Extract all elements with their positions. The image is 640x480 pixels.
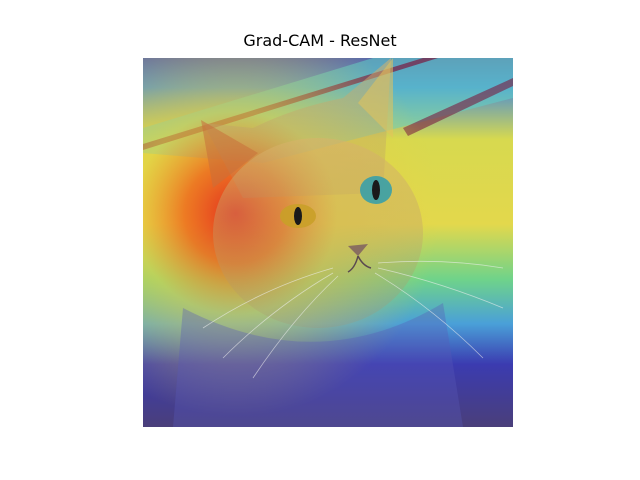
cat-eyes [280, 176, 392, 228]
figure-title: Grad-CAM - ResNet [243, 31, 397, 50]
cat-nose [347, 244, 372, 273]
gradcam-image [143, 58, 513, 427]
cat-whiskers [202, 260, 504, 379]
